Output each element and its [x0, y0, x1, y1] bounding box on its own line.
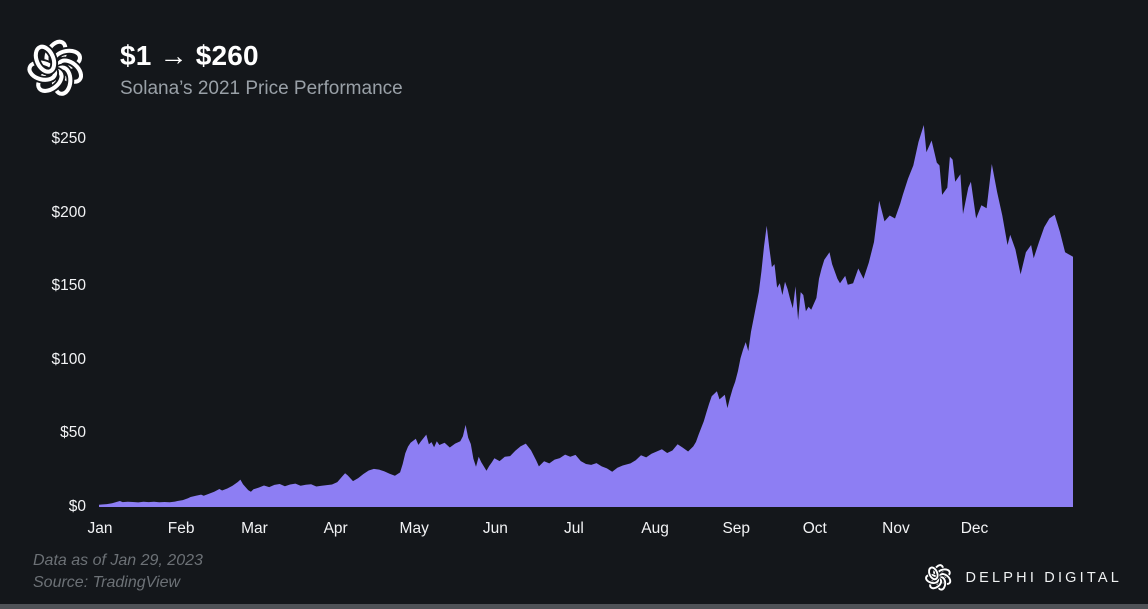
x-tick-label: May	[399, 520, 429, 537]
x-tick-label: Nov	[882, 520, 910, 537]
x-tick-label: Apr	[323, 520, 348, 537]
y-tick-label: $250	[51, 130, 86, 147]
x-tick-label: Sep	[722, 520, 751, 537]
x-tick-label: Jul	[563, 520, 584, 537]
brand-wordmark: DELPHI DIGITAL	[965, 569, 1122, 586]
page-title: $1 → $260	[120, 40, 259, 71]
bottom-accent-strip	[0, 604, 1148, 609]
delphi-knot-icon	[25, 37, 85, 98]
y-tick-label: $150	[51, 277, 86, 295]
x-tick-label: Jan	[87, 520, 113, 537]
price-area-shape	[99, 125, 1073, 507]
x-tick-label: Dec	[960, 520, 989, 537]
y-tick-label: $50	[60, 424, 86, 442]
x-tick-label: Feb	[167, 520, 195, 537]
x-tick-label: Mar	[241, 520, 268, 537]
source-note: Source: TradingView	[33, 574, 181, 591]
x-tick-label: Oct	[802, 520, 827, 537]
page-subtitle: Solana’s 2021 Price Performance	[120, 78, 403, 99]
brand-lockup: DELPHI DIGITAL	[923, 562, 1122, 593]
y-tick-label: $200	[51, 203, 86, 221]
delphi-knot-icon-small	[924, 563, 953, 592]
y-tick-label: $100	[51, 350, 86, 368]
y-tick-label: $0	[68, 498, 86, 515]
data-as-of-note: Data as of Jan 29, 2023	[33, 552, 203, 569]
x-tick-label: Jun	[482, 520, 508, 537]
x-tick-label: Aug	[641, 520, 669, 537]
